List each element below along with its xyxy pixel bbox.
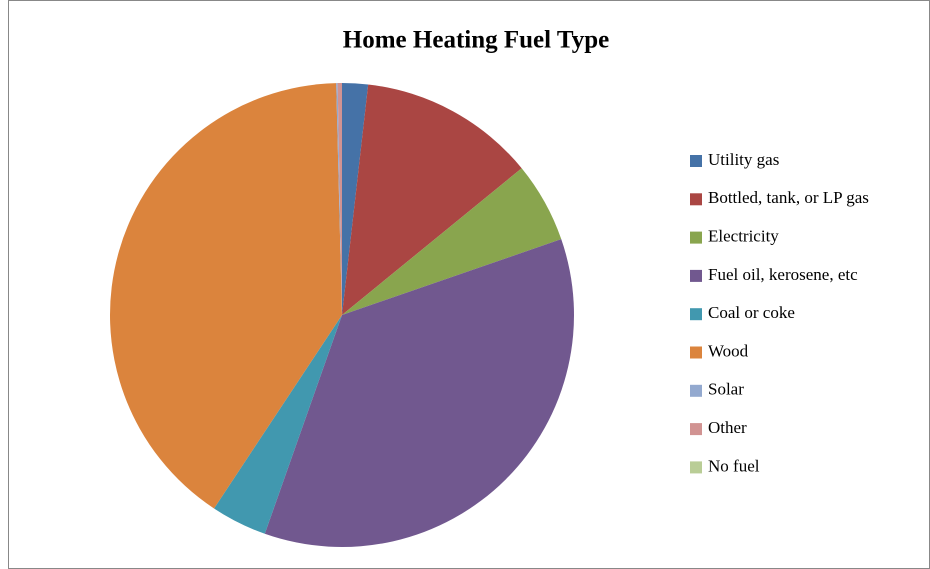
legend-label: Coal or coke: [708, 303, 795, 322]
pie-slice: [342, 168, 562, 315]
legend-swatch: [690, 269, 702, 282]
legend-swatch: [690, 346, 702, 359]
chart-title: Home Heating Fuel Type: [343, 27, 609, 54]
legend-swatch: [690, 423, 702, 436]
legend-swatch: [690, 461, 702, 474]
legend-label: Solar: [708, 380, 744, 399]
legend-swatch: [690, 308, 702, 321]
pie-slice: [109, 83, 342, 509]
legend-swatch: [690, 231, 702, 244]
legend-label: Utility gas: [708, 150, 779, 169]
legend-swatch: [690, 193, 702, 206]
legend-swatch: [690, 384, 702, 397]
legend-label: No fuel: [708, 456, 760, 475]
legend-label: Wood: [708, 341, 749, 360]
pie-slice: [337, 83, 342, 315]
pie-slice: [264, 239, 574, 547]
pie-slice: [214, 315, 342, 534]
legend-label: Other: [708, 418, 747, 437]
pie-slice: [342, 84, 522, 315]
legend-swatch: [690, 155, 702, 167]
pie-slice: [336, 83, 342, 315]
legend-label: Fuel oil, kerosene, etc: [708, 265, 858, 284]
legend-label: Bottled, tank, or LP gas: [708, 188, 869, 207]
legend-label: Electricity: [708, 227, 779, 246]
pie-slice: [342, 83, 369, 315]
